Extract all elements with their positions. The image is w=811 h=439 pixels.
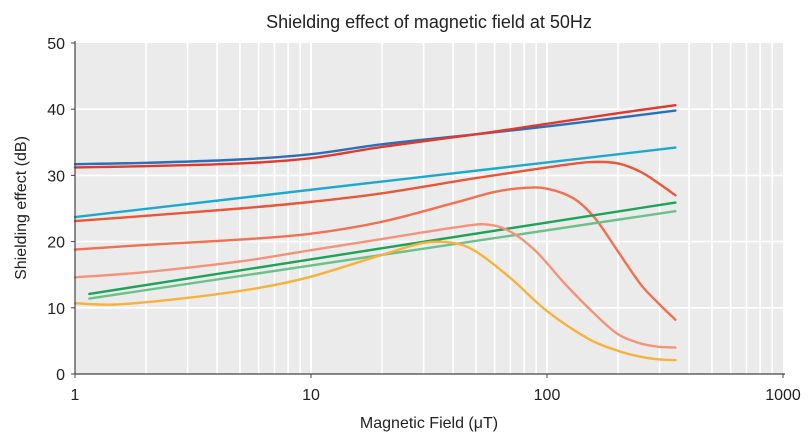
y-tick-label: 40 (47, 102, 65, 119)
series-line-5 (73, 186, 677, 321)
series-line-1 (73, 109, 677, 166)
y-tick-label: 50 (47, 36, 65, 53)
y-tick-label: 0 (56, 367, 65, 384)
x-axis-title: Magnetic Field (μT) (360, 415, 498, 432)
series-line-8 (73, 223, 677, 349)
y-tick-label: 20 (47, 235, 65, 252)
series-line-3 (73, 146, 677, 219)
chart-title: Shielding effect of magnetic field at 50… (266, 12, 592, 32)
series-group (73, 104, 677, 362)
y-tick-labels: 0 10 20 30 40 50 (47, 36, 65, 384)
series-line-9 (73, 240, 677, 362)
y-tick-label: 10 (47, 301, 65, 318)
series-line-2 (73, 104, 677, 169)
axes (71, 41, 785, 378)
series-line-4 (73, 160, 677, 223)
plot-background (75, 43, 783, 374)
x-tick-label: 10 (302, 387, 320, 404)
y-tick-label: 30 (47, 168, 65, 185)
series-line-6 (88, 201, 677, 296)
x-tick-labels: 1 10 100 1000 (71, 387, 801, 404)
x-tick-label: 1000 (765, 387, 801, 404)
grid (75, 43, 783, 374)
x-tick-label: 1 (71, 387, 80, 404)
y-axis-title: Shielding effect (dB) (13, 136, 30, 280)
x-tick-label: 100 (534, 387, 561, 404)
